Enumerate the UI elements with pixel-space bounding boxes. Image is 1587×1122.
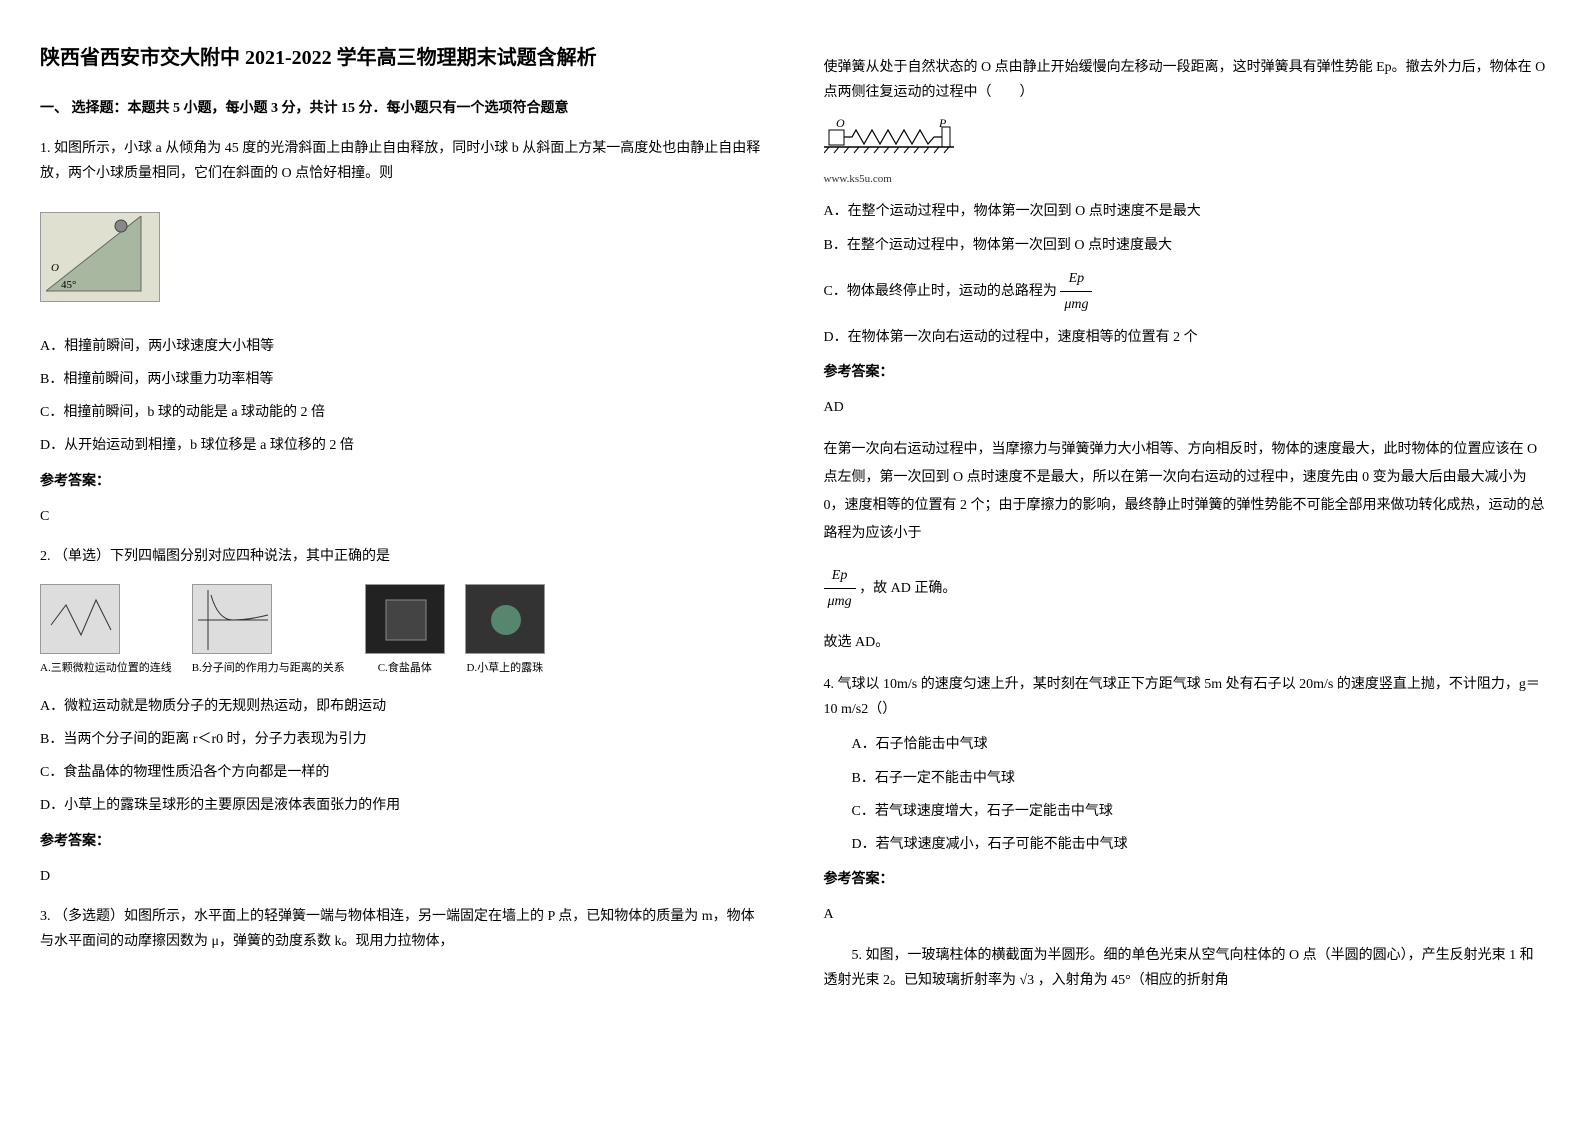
- question-3-start: 3. （多选题）如图所示，水平面上的轻弹簧一端与物体相连，另一端固定在墙上的 P…: [40, 904, 764, 954]
- explain-text-2: ，故 AD 正确。: [859, 581, 956, 596]
- right-column: 使弹簧从处于自然状态的 O 点由静止开始缓慢向左移动一段距离，这时弹簧具有弹性势…: [824, 40, 1548, 1008]
- question-body-cont: ，入射角为 45°（相应的折射角: [1038, 973, 1229, 988]
- option-b: B．当两个分子间的距离 r＜r0 时，分子力表现为引力: [40, 727, 764, 752]
- question-text: 4. 气球以 10m/s 的速度匀速上升，某时刻在气球正下方距气球 5m 处有石…: [824, 672, 1548, 722]
- left-column: 陕西省西安市交大附中 2021-2022 学年高三物理期末试题含解析 一、 选择…: [40, 40, 764, 1008]
- question-4: 4. 气球以 10m/s 的速度匀速上升，某时刻在气球正下方距气球 5m 处有石…: [824, 672, 1548, 928]
- sub-figure-a: A.三颗微粒运动位置的连线: [40, 584, 172, 679]
- incline-svg: O 45°: [46, 216, 156, 296]
- fraction: Ep μmg: [824, 563, 856, 614]
- question-number: 3.: [40, 909, 51, 924]
- explanation: 在第一次向右运动过程中，当摩擦力与弹簧弹力大小相等、方向相反时，物体的速度最大，…: [824, 436, 1548, 548]
- svg-text:O: O: [51, 262, 59, 274]
- fraction-den: μmg: [824, 589, 856, 614]
- option-c: C．食盐晶体的物理性质沿各个方向都是一样的: [40, 760, 764, 785]
- question-text: 5. 如图，一玻璃柱体的横截面为半圆形。细的单色光束从空气向柱体的 O 点（半圆…: [824, 943, 1548, 993]
- question-text: 3. （多选题）如图所示，水平面上的轻弹簧一端与物体相连，另一端固定在墙上的 P…: [40, 904, 764, 954]
- sqrt3: √3: [1020, 973, 1035, 988]
- question-body: （多选题）如图所示，水平面上的轻弹簧一端与物体相连，另一端固定在墙上的 P 点，…: [40, 909, 755, 949]
- explain-fraction-line: Ep μmg ，故 AD 正确。: [824, 563, 1548, 614]
- fraction-num: Ep: [824, 563, 856, 589]
- option-d: D．在物体第一次向右运动的过程中，速度相等的位置有 2 个: [824, 325, 1548, 350]
- question-number: 2.: [40, 549, 51, 564]
- fraction-num: Ep: [1060, 266, 1092, 292]
- incline-figure: O 45°: [40, 212, 160, 302]
- sub-figure-img: [465, 584, 545, 654]
- question-text: 1. 如图所示，小球 a 从倾角为 45 度的光滑斜面上由静止自由释放，同时小球…: [40, 136, 764, 186]
- fraction: Ep μmg: [1060, 266, 1092, 317]
- question-body: （单选）下列四幅图分别对应四种说法，其中正确的是: [54, 549, 390, 564]
- answer-value: A: [824, 902, 1548, 927]
- answer-label: 参考答案：: [40, 829, 764, 854]
- fraction-den: μmg: [1060, 292, 1092, 317]
- spring-figure: O P www.ks5u.com: [824, 115, 1548, 189]
- question-body: 如图所示，小球 a 从倾角为 45 度的光滑斜面上由静止自由释放，同时小球 b …: [40, 141, 760, 181]
- section-header: 一、 选择题：本题共 5 小题，每小题 3 分，共计 15 分．每小题只有一个选…: [40, 96, 764, 121]
- answer-value: AD: [824, 395, 1548, 420]
- watermark-text: www.ks5u.com: [824, 170, 1548, 190]
- answer-value: D: [40, 864, 764, 889]
- option-d: D．小草上的露珠呈球形的主要原因是液体表面张力的作用: [40, 793, 764, 818]
- sub-figure-img: [192, 584, 272, 654]
- sub-figure-label: D.小草上的露珠: [465, 659, 545, 679]
- answer-label: 参考答案：: [824, 360, 1548, 385]
- question-2: 2. （单选）下列四幅图分别对应四种说法，其中正确的是 A.三颗微粒运动位置的连…: [40, 544, 764, 889]
- document-page: 陕西省西安市交大附中 2021-2022 学年高三物理期末试题含解析 一、 选择…: [40, 40, 1547, 1008]
- option-a: A．相撞前瞬间，两小球速度大小相等: [40, 334, 764, 359]
- option-b: B．在整个运动过程中，物体第一次回到 O 点时速度最大: [824, 233, 1548, 258]
- option-a: A．在整个运动过程中，物体第一次回到 O 点时速度不是最大: [824, 199, 1548, 224]
- option-b: B．相撞前瞬间，两小球重力功率相等: [40, 367, 764, 392]
- answer-label: 参考答案：: [40, 469, 764, 494]
- answer-value: C: [40, 504, 764, 529]
- option-a: A．石子恰能击中气球: [824, 732, 1548, 757]
- label-o: O: [836, 116, 845, 130]
- option-a: A．微粒运动就是物质分子的无规则热运动，即布朗运动: [40, 694, 764, 719]
- question-number: 1.: [40, 141, 51, 156]
- question-1: 1. 如图所示，小球 a 从倾角为 45 度的光滑斜面上由静止自由释放，同时小球…: [40, 136, 764, 529]
- option-c: C．若气球速度增大，石子一定能击中气球: [824, 799, 1548, 824]
- sub-figure-c: C.食盐晶体: [365, 584, 445, 679]
- explain-conclusion: 故选 AD。: [824, 629, 1548, 657]
- sub-figure-label: B.分子间的作用力与距离的关系: [192, 659, 345, 679]
- option-d: D．从开始运动到相撞，b 球位移是 a 球位移的 2 倍: [40, 433, 764, 458]
- question-number: 5.: [852, 948, 863, 963]
- question-text-cont: 使弹簧从处于自然状态的 O 点由静止开始缓慢向左移动一段距离，这时弹簧具有弹性势…: [824, 55, 1548, 105]
- document-title: 陕西省西安市交大附中 2021-2022 学年高三物理期末试题含解析: [40, 40, 764, 76]
- question-3-cont: 使弹簧从处于自然状态的 O 点由静止开始缓慢向左移动一段距离，这时弹簧具有弹性势…: [824, 55, 1548, 657]
- question-body: 气球以 10m/s 的速度匀速上升，某时刻在气球正下方距气球 5m 处有石子以 …: [824, 677, 1540, 717]
- figure-row: A.三颗微粒运动位置的连线 B.分子间的作用力与距离的关系: [40, 584, 764, 679]
- answer-label: 参考答案：: [824, 867, 1548, 892]
- option-d: D．若气球速度减小，石子可能不能击中气球: [824, 832, 1548, 857]
- sub-figure-b: B.分子间的作用力与距离的关系: [192, 584, 345, 679]
- sub-figure-d: D.小草上的露珠: [465, 584, 545, 679]
- option-b: B．石子一定不能击中气球: [824, 766, 1548, 791]
- question-text: 2. （单选）下列四幅图分别对应四种说法，其中正确的是: [40, 544, 764, 569]
- spring-svg: O P: [824, 115, 974, 160]
- sub-figure-label: C.食盐晶体: [365, 659, 445, 679]
- explain-text-1: 在第一次向右运动过程中，当摩擦力与弹簧弹力大小相等、方向相反时，物体的速度最大，…: [824, 442, 1545, 541]
- option-c: C．物体最终停止时，运动的总路程为 Ep μmg: [824, 266, 1548, 317]
- sub-figure-img: [40, 584, 120, 654]
- question-number: 4.: [824, 677, 835, 692]
- angle-label: 45°: [61, 279, 76, 291]
- question-5: 5. 如图，一玻璃柱体的横截面为半圆形。细的单色光束从空气向柱体的 O 点（半圆…: [824, 943, 1548, 993]
- option-c-text: C．物体最终停止时，运动的总路程为: [824, 284, 1057, 299]
- sub-figure-label: A.三颗微粒运动位置的连线: [40, 659, 172, 679]
- option-c: C．相撞前瞬间，b 球的动能是 a 球动能的 2 倍: [40, 400, 764, 425]
- sub-figure-img: [365, 584, 445, 654]
